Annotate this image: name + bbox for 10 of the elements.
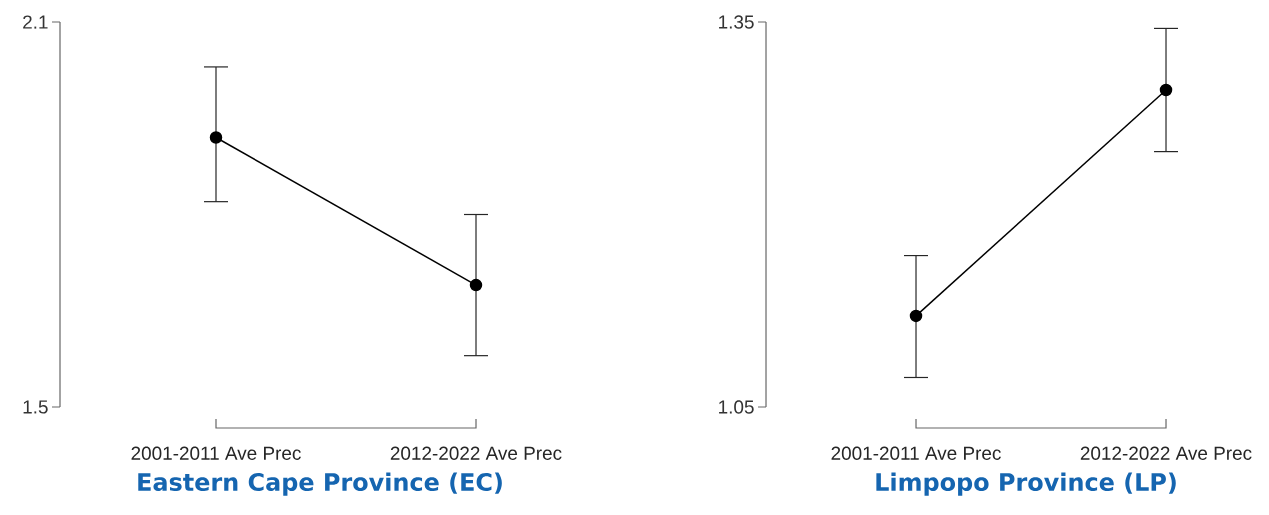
text: Eastern Cape Province (EC) (138, 472, 502, 496)
x-tick-label: 2012-2022 Ave Prec (1080, 446, 1252, 460)
x-tick-label: 2001-2011 Ave Prec (831, 446, 1001, 460)
x-tick-label: 2001-2011 Ave Prec (131, 446, 301, 460)
y-tick-label: 1.35 (719, 15, 754, 29)
x-tick-label: 2012-2022 Ave Prec (390, 446, 562, 460)
text: Limpopo Province (LP) (876, 472, 1176, 496)
y-tick-label: 1.5 (23, 400, 48, 414)
y-tick-label: 2.1 (23, 15, 48, 29)
y-tick-label: 1.05 (719, 400, 754, 414)
